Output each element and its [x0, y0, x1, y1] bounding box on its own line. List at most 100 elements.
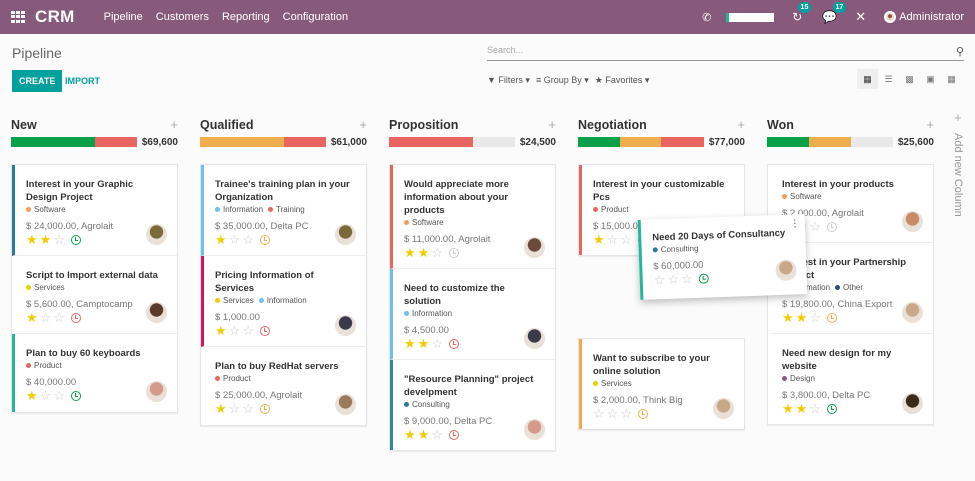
star-icon[interactable]: ☆	[242, 401, 254, 416]
star-icon[interactable]: ☆	[680, 271, 693, 287]
dragged-card[interactable]: ⋮ Need 20 Days of Consultancy Consulting…	[637, 214, 808, 300]
kanban-card[interactable]: Need to customize the solution Informati…	[390, 269, 555, 360]
star-icon[interactable]: ☆	[53, 232, 65, 247]
kanban-card[interactable]: Trainee's training plan in your Organiza…	[201, 165, 366, 256]
chat-icon[interactable]: 💬 17	[822, 2, 847, 24]
star-icon[interactable]: ☆	[228, 401, 241, 416]
kanban-card[interactable]: Plan to buy RedHat servers Product $ 25,…	[201, 347, 366, 425]
progress-segment[interactable]	[619, 137, 662, 147]
star-icon[interactable]: ★	[215, 401, 227, 416]
activity-clock-icon[interactable]	[448, 339, 459, 349]
star-icon[interactable]: ★	[404, 336, 416, 351]
star-icon[interactable]: ☆	[431, 336, 443, 351]
kanban-card[interactable]: Plan to buy 60 keyboards Product $ 40,00…	[12, 334, 177, 412]
kanban-card[interactable]: Would appreciate more information about …	[390, 165, 555, 269]
list-view-icon[interactable]: ☰	[884, 73, 893, 84]
calendar-view-icon[interactable]: ▣	[926, 73, 935, 84]
progress-segment[interactable]	[389, 137, 474, 147]
star-icon[interactable]: ☆	[431, 427, 443, 442]
star-icon[interactable]: ★	[404, 245, 416, 260]
star-icon[interactable]: ★	[417, 427, 430, 442]
star-icon[interactable]: ★	[404, 427, 416, 442]
activity-clock-icon[interactable]	[826, 313, 837, 323]
priority-stars[interactable]: ★ ★ ☆	[782, 402, 923, 416]
menu-customers[interactable]: Customers	[155, 11, 209, 23]
activity-clock-icon[interactable]	[448, 430, 459, 440]
progress-segment[interactable]	[661, 137, 704, 147]
progress-segment[interactable]	[200, 137, 285, 147]
kanban-view-icon[interactable]: ▦	[857, 69, 878, 89]
progress-segment[interactable]	[808, 137, 852, 147]
kanban-card[interactable]: "Resource Planning" project develpment C…	[390, 360, 555, 450]
timer-bar[interactable]	[726, 12, 775, 22]
star-icon[interactable]: ☆	[593, 406, 605, 421]
star-icon[interactable]: ☆	[39, 388, 52, 403]
kanban-card[interactable]: Pricing Information of Services Services…	[201, 256, 366, 347]
search-icon[interactable]: ⚲	[955, 46, 964, 58]
activity-clock-icon[interactable]	[826, 404, 837, 414]
star-icon[interactable]: ☆	[53, 310, 65, 325]
priority-stars[interactable]: ★ ★ ☆	[782, 311, 923, 325]
apps-menu-icon[interactable]	[11, 11, 25, 23]
activity-clock-icon[interactable]	[826, 222, 837, 232]
star-icon[interactable]: ☆	[667, 271, 680, 287]
kanban-card[interactable]: Need new design for my website Design $ …	[768, 334, 933, 424]
star-icon[interactable]: ☆	[39, 310, 52, 325]
activity-clock-icon[interactable]	[259, 326, 270, 336]
star-icon[interactable]: ☆	[620, 406, 632, 421]
card-menu-icon[interactable]: ⋮	[789, 218, 801, 230]
menu-reporting[interactable]: Reporting	[221, 11, 270, 23]
star-icon[interactable]: ☆	[809, 219, 821, 234]
user-menu[interactable]: Administrator	[884, 11, 964, 23]
kanban-card[interactable]: Interest in your Graphic Design Project …	[12, 165, 177, 256]
import-button[interactable]: IMPORT	[65, 76, 100, 86]
kanban-card[interactable]: Want to subscribe to your online solutio…	[579, 339, 744, 429]
priority-stars[interactable]: ★ ☆ ☆	[26, 389, 167, 403]
priority-stars[interactable]: ★ ★ ☆	[404, 246, 545, 260]
priority-stars[interactable]: ★ ★ ☆	[404, 428, 545, 442]
progress-segment[interactable]	[95, 137, 137, 147]
priority-stars[interactable]: ★ ☆ ☆	[26, 311, 167, 325]
star-icon[interactable]: ☆	[228, 232, 241, 247]
star-icon[interactable]: ★	[26, 232, 38, 247]
quick-create-icon[interactable]: +	[359, 117, 367, 132]
star-icon[interactable]: ☆	[53, 388, 65, 403]
quick-create-icon[interactable]: +	[170, 117, 178, 132]
activity-icon[interactable]: ↻ 15	[792, 2, 812, 24]
filters-dropdown[interactable]: ▼ Filters ▾	[487, 75, 530, 85]
menu-configuration[interactable]: Configuration	[282, 11, 349, 23]
create-button[interactable]: CREATE	[12, 70, 63, 92]
priority-stars[interactable]: ★ ☆ ☆	[215, 402, 356, 416]
star-icon[interactable]: ★	[39, 232, 52, 247]
star-icon[interactable]: ★	[782, 310, 794, 325]
menu-pipeline[interactable]: Pipeline	[103, 11, 143, 23]
favorites-dropdown[interactable]: ★ Favorites ▾	[594, 75, 650, 85]
star-icon[interactable]: ☆	[242, 232, 254, 247]
phone-icon[interactable]: ✆	[702, 11, 712, 24]
progress-segment[interactable]	[284, 137, 326, 147]
star-icon[interactable]: ☆	[242, 323, 254, 338]
activity-clock-icon[interactable]	[259, 404, 270, 414]
star-icon[interactable]: ★	[782, 401, 794, 416]
star-icon[interactable]: ★	[417, 245, 430, 260]
star-icon[interactable]: ★	[795, 310, 808, 325]
star-icon[interactable]: ☆	[431, 245, 443, 260]
star-icon[interactable]: ☆	[606, 232, 619, 247]
progress-segment[interactable]	[578, 137, 620, 147]
priority-stars[interactable]: ★ ☆ ☆	[215, 324, 356, 338]
star-icon[interactable]: ★	[215, 232, 227, 247]
activity-clock-icon[interactable]	[637, 409, 648, 419]
star-icon[interactable]: ☆	[620, 232, 632, 247]
star-icon[interactable]: ★	[795, 401, 808, 416]
star-icon[interactable]: ★	[417, 336, 430, 351]
star-icon[interactable]: ☆	[606, 406, 619, 421]
progress-segment[interactable]	[11, 137, 96, 147]
star-icon[interactable]: ★	[26, 388, 38, 403]
activity-clock-icon[interactable]	[448, 248, 459, 258]
quick-create-icon[interactable]: +	[926, 117, 934, 132]
debug-tools-icon[interactable]: ✕	[855, 9, 867, 24]
search-input[interactable]: Search... ⚲	[487, 45, 964, 61]
priority-stars[interactable]: ★ ★ ☆	[404, 337, 545, 351]
graph-view-icon[interactable]: ▩	[905, 73, 914, 84]
kanban-card[interactable]: Interest in your Partnership Project Inf…	[768, 243, 933, 334]
